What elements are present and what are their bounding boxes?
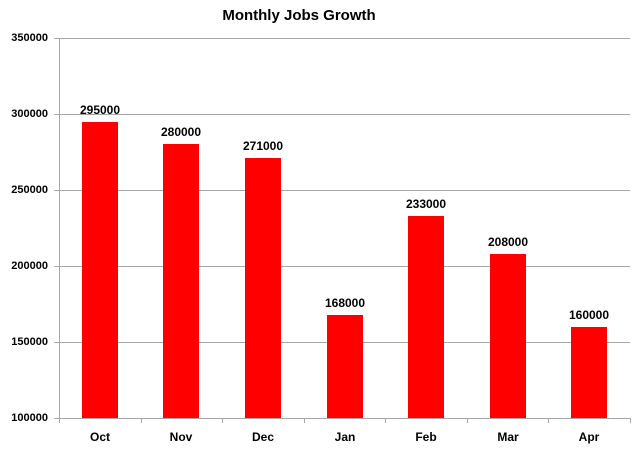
y-axis-tick bbox=[54, 418, 59, 419]
y-axis-tick-label: 200000 bbox=[11, 260, 48, 272]
y-axis-tick bbox=[54, 38, 59, 39]
x-axis-line bbox=[59, 418, 631, 419]
bar-value-label: 160000 bbox=[568, 308, 610, 322]
y-axis-tick-label: 150000 bbox=[11, 336, 48, 348]
y-axis-tick bbox=[54, 114, 59, 115]
x-axis-category-label: Jan bbox=[334, 430, 356, 444]
bar-dec bbox=[245, 158, 281, 418]
bar-value-label: 168000 bbox=[324, 296, 366, 310]
chart-title: Monthly Jobs Growth bbox=[222, 7, 376, 24]
y-axis-tick-label: 250000 bbox=[11, 184, 48, 196]
x-axis-category-label: Feb bbox=[415, 430, 437, 444]
x-axis-tick bbox=[222, 419, 223, 423]
y-axis-tick bbox=[54, 266, 59, 267]
y-axis-tick bbox=[54, 190, 59, 191]
x-axis-tick bbox=[385, 419, 386, 423]
bar-jan bbox=[327, 315, 363, 418]
x-axis-tick bbox=[630, 419, 631, 423]
y-axis-line bbox=[59, 38, 60, 419]
bar-value-label: 295000 bbox=[79, 103, 121, 117]
bar-value-label: 271000 bbox=[242, 139, 284, 153]
bar-oct bbox=[82, 122, 118, 418]
x-axis-tick bbox=[304, 419, 305, 423]
y-axis-tick-label: 300000 bbox=[11, 108, 48, 120]
bar-nov bbox=[163, 144, 199, 418]
x-axis-category-label: Apr bbox=[578, 430, 600, 444]
bar-value-label: 233000 bbox=[405, 197, 447, 211]
y-axis-tick-label: 350000 bbox=[11, 32, 48, 44]
bar-value-label: 208000 bbox=[487, 235, 529, 249]
x-axis-tick bbox=[467, 419, 468, 423]
x-axis-category-label: Oct bbox=[89, 430, 110, 444]
gridline bbox=[59, 38, 630, 39]
y-axis-tick bbox=[54, 342, 59, 343]
x-axis-category-label: Dec bbox=[251, 430, 274, 444]
bar-value-label: 280000 bbox=[160, 125, 202, 139]
gridline bbox=[59, 114, 630, 115]
gridline bbox=[59, 190, 630, 191]
x-axis-tick bbox=[59, 419, 60, 423]
x-axis-category-label: Mar bbox=[497, 430, 519, 444]
bar-feb bbox=[408, 216, 444, 418]
bar-mar bbox=[490, 254, 526, 418]
x-axis-tick bbox=[141, 419, 142, 423]
x-axis-tick bbox=[548, 419, 549, 423]
y-axis-tick-label: 100000 bbox=[11, 412, 48, 424]
gridline bbox=[59, 266, 630, 267]
x-axis-category-label: Nov bbox=[169, 430, 193, 444]
bar-apr bbox=[571, 327, 607, 418]
